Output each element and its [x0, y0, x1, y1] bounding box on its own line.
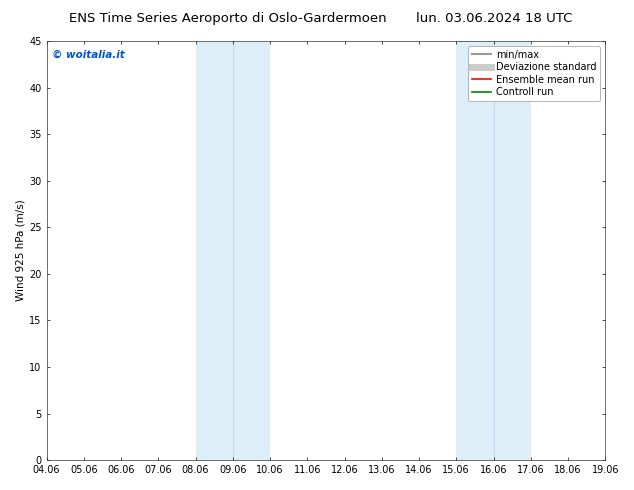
Y-axis label: Wind 925 hPa (m/s): Wind 925 hPa (m/s) [15, 200, 25, 301]
Text: © woitalia.it: © woitalia.it [52, 49, 125, 59]
Text: lun. 03.06.2024 18 UTC: lun. 03.06.2024 18 UTC [417, 12, 573, 25]
Bar [233, 41, 270, 460]
Bar [456, 41, 493, 460]
Bar [493, 41, 531, 460]
Legend: min/max, Deviazione standard, Ensemble mean run, Controll run: min/max, Deviazione standard, Ensemble m… [468, 46, 600, 101]
Bar [195, 41, 233, 460]
Text: ENS Time Series Aeroporto di Oslo-Gardermoen: ENS Time Series Aeroporto di Oslo-Garder… [70, 12, 387, 25]
